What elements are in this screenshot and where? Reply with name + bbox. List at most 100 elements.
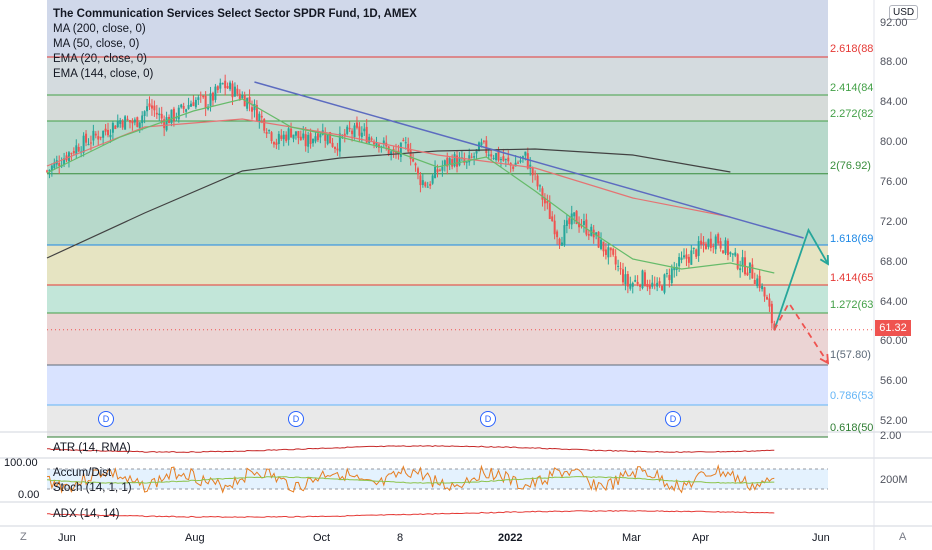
indicator-ma50[interactable]: MA (50, close, 0) — [53, 38, 140, 50]
candle-body — [382, 140, 385, 144]
candle-body — [72, 151, 75, 154]
auto-scale-button[interactable]: A — [899, 531, 907, 543]
stoch-label[interactable]: Stoch (14, 1, 1) — [53, 482, 132, 494]
candle-body — [304, 134, 307, 147]
candle-body — [370, 138, 373, 140]
candle-body — [651, 282, 654, 287]
fib-band — [47, 57, 828, 95]
candle-body — [172, 108, 175, 121]
candle-body — [138, 122, 141, 129]
candle-body — [333, 147, 336, 149]
candle-body — [712, 245, 715, 248]
fib-label: 2(76.92) — [830, 160, 871, 172]
moving-averages — [46, 98, 874, 331]
candle-body — [741, 257, 744, 267]
candle-body — [541, 188, 544, 200]
candle-body — [612, 248, 615, 255]
candle-body — [87, 144, 90, 146]
last-price-tag: 61.32 — [875, 320, 911, 336]
atr-tick: 2.00 — [880, 430, 902, 442]
candle-body — [456, 155, 459, 167]
candle-body — [565, 220, 568, 226]
candle-body — [631, 282, 634, 287]
candle-body — [663, 274, 666, 293]
candle-body — [353, 125, 356, 138]
adx-line — [47, 510, 775, 518]
candle-body — [390, 151, 393, 155]
candle-body — [363, 128, 366, 132]
candle-body — [729, 252, 732, 255]
candle-body — [602, 241, 605, 252]
candle-body — [412, 158, 415, 162]
candle-body — [685, 254, 688, 259]
candle-body — [492, 157, 495, 159]
candle-body — [131, 120, 134, 124]
candle-body — [648, 284, 651, 289]
candle-body — [519, 160, 522, 162]
dividend-marker[interactable]: D — [480, 411, 496, 427]
candle-body — [751, 264, 754, 279]
candle-body — [707, 239, 710, 248]
candle-body — [558, 238, 561, 245]
candle-body — [446, 157, 449, 167]
adx-label[interactable]: ADX (14, 14) — [53, 508, 120, 520]
candle-body — [302, 133, 305, 139]
candle-body — [221, 83, 224, 85]
candle-body — [573, 212, 576, 217]
candle-body — [507, 157, 510, 162]
dividend-marker[interactable]: D — [288, 411, 304, 427]
candle-body — [285, 134, 288, 141]
candle-body — [700, 240, 703, 245]
candle-body — [309, 133, 312, 144]
candle-body — [272, 142, 275, 145]
candle-body — [524, 151, 527, 156]
candle-body — [687, 256, 690, 263]
projection-down-arrow — [773, 301, 829, 364]
fib-label: 2.618(88. — [830, 43, 874, 55]
candle-body — [150, 105, 153, 109]
candle-body — [551, 216, 554, 222]
candle-body — [280, 135, 283, 139]
candle-body — [109, 134, 112, 138]
candle-body — [148, 103, 151, 107]
currency-badge[interactable]: USD — [889, 5, 919, 20]
price-tick: 76.00 — [880, 176, 908, 188]
candle-body — [585, 219, 588, 235]
accum-dist-label[interactable]: Accum/Dist — [53, 467, 112, 479]
zoom-button[interactable]: Z — [20, 531, 27, 543]
candle-body — [85, 133, 88, 143]
indicator-ema144[interactable]: EMA (144, close, 0) — [53, 68, 154, 80]
indicator-ema20[interactable]: EMA (20, close, 0) — [53, 53, 147, 65]
candle-body — [570, 213, 573, 225]
candle-body — [451, 159, 454, 167]
candle-body — [319, 134, 322, 138]
candle-body — [97, 136, 100, 140]
candle-body — [111, 122, 114, 133]
candle-body — [63, 158, 66, 165]
price-tick: 80.00 — [880, 136, 908, 148]
candle-body — [358, 126, 361, 136]
candle-body — [512, 166, 515, 169]
indicator-ma200[interactable]: MA (200, close, 0) — [53, 23, 146, 35]
stoch-tick-high: 100.00 — [4, 457, 38, 469]
candle-body — [497, 150, 500, 161]
candle-body — [639, 284, 642, 287]
candle-body — [402, 139, 405, 142]
candle-body — [546, 201, 549, 204]
candle-body — [102, 130, 105, 138]
candle-body — [185, 109, 188, 112]
fib-label: 2.414(84. — [830, 82, 874, 94]
candle-body — [75, 145, 78, 154]
candle-body — [475, 149, 478, 154]
atr-label[interactable]: ATR (14, RMA) — [53, 442, 131, 454]
stoch-line — [46, 463, 775, 494]
dividend-marker[interactable]: D — [98, 411, 114, 427]
candle-body — [399, 142, 402, 157]
candle-body — [58, 162, 61, 167]
candle-body — [536, 175, 539, 187]
fib-label: 0.786(53. — [830, 390, 874, 402]
dividend-marker[interactable]: D — [665, 411, 681, 427]
candle-body — [165, 117, 168, 131]
x-tick: Jun — [58, 532, 76, 544]
